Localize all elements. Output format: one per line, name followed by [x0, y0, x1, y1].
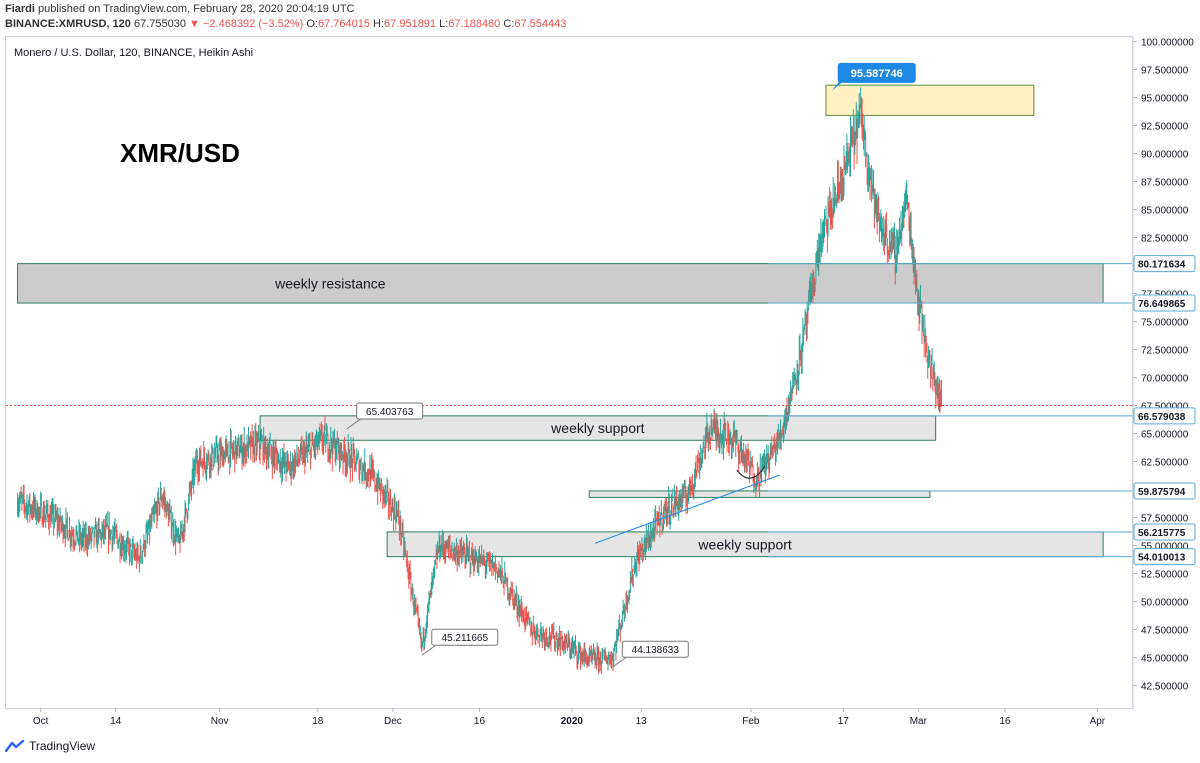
y-tick-label: 85.000000: [1141, 206, 1189, 217]
support-zone-label: weekly support: [550, 420, 644, 436]
price-label-box: [1133, 548, 1196, 566]
y-tick-label: 100.000000: [1141, 37, 1194, 48]
price-label: 56.215775: [1138, 528, 1186, 539]
price-label: 54.010013: [1138, 553, 1186, 564]
price-label: 76.649865: [1138, 299, 1186, 310]
y-tick-label: 62.500000: [1141, 458, 1189, 469]
y-tick-label: 75.000000: [1141, 318, 1189, 329]
tradingview-logo-icon: [5, 740, 25, 752]
callout-pointer: [831, 80, 844, 91]
price-label-box: [1133, 523, 1196, 541]
y-tick-label: 87.500000: [1141, 178, 1189, 189]
callout-text: 95.587746: [851, 68, 903, 80]
low-value: 67.188460: [448, 18, 501, 30]
callout-text: 44.138633: [632, 645, 680, 656]
high-label: H:: [373, 18, 385, 30]
y-tick-label: 45.000000: [1141, 654, 1189, 665]
price-change: ▼ −2.468392 (−3.52%): [189, 18, 304, 30]
y-tick-label: 97.500000: [1141, 65, 1189, 76]
x-tick-label: 13: [636, 716, 648, 727]
y-tick-label: 67.500000: [1141, 402, 1189, 413]
support-zone-label: weekly support: [697, 536, 791, 552]
y-tick-label: 52.500000: [1141, 570, 1189, 581]
callout-box[interactable]: [431, 628, 499, 646]
x-tick-label: Nov: [211, 716, 229, 727]
callout-box[interactable]: [356, 402, 424, 420]
x-tick-label: Dec: [384, 716, 402, 727]
open-value: 67.764015: [317, 18, 370, 30]
close-value: 67.554443: [514, 18, 567, 30]
price-label: 59.875794: [1138, 487, 1186, 498]
callout-text: 45.211665: [441, 633, 488, 644]
y-tick-label: 55.000000: [1141, 542, 1189, 553]
price-label: 66.579038: [1138, 412, 1186, 423]
y-tick-label: 92.500000: [1141, 121, 1189, 132]
callout-pointer: [421, 644, 437, 656]
published-text: published on TradingView.com, February 2…: [38, 3, 355, 15]
last-price: 67.755030: [133, 18, 186, 30]
callout-box[interactable]: [837, 62, 916, 83]
callout-pointer: [346, 418, 361, 430]
symbol-label: BINANCE:XMRUSD, 120: [5, 18, 131, 30]
y-tick-label: 72.500000: [1141, 346, 1189, 357]
x-tick-label: 14: [110, 716, 122, 727]
publish-line: Fiardi published on TradingView.com, Feb…: [5, 3, 355, 15]
resistance-zone[interactable]: [17, 263, 1104, 304]
price-label-box: [1133, 407, 1196, 425]
x-tick-label: 16: [999, 716, 1011, 727]
support-zone[interactable]: [386, 531, 1104, 558]
y-tick-label: 70.000000: [1141, 374, 1189, 385]
bounce-arrow-icon: [736, 465, 766, 479]
low-label: L:: [439, 18, 449, 30]
tradingview-brand[interactable]: TradingView: [29, 739, 96, 753]
trendline[interactable]: [594, 474, 780, 544]
y-tick-label: 90.000000: [1141, 150, 1189, 161]
callout-pointer: [612, 656, 627, 668]
price-label-box: [1133, 294, 1196, 312]
y-tick-label: 47.500000: [1141, 626, 1189, 637]
x-tick-label: 16: [474, 716, 486, 727]
y-tick-label: 57.500000: [1141, 514, 1189, 525]
x-tick-label: Feb: [742, 716, 760, 727]
author-name[interactable]: Fiardi: [5, 3, 35, 15]
tradingview-footer: TradingView: [5, 739, 95, 753]
highlight-zone[interactable]: [825, 84, 1035, 116]
x-tick-label: Oct: [33, 716, 49, 727]
support-zone[interactable]: [259, 415, 937, 441]
price-label-box: [1133, 482, 1196, 500]
x-tick-label: 18: [312, 716, 324, 727]
x-tick-label: Mar: [910, 716, 928, 727]
overlay-title: XMR/USD: [120, 138, 240, 168]
y-tick-label: 82.500000: [1141, 234, 1189, 245]
y-tick-label: 65.000000: [1141, 430, 1189, 441]
open-label: O:: [306, 18, 318, 30]
chart-title: Monero / U.S. Dollar, 120, BINANCE, Heik…: [14, 47, 253, 59]
price-label: 80.171634: [1138, 260, 1186, 271]
close-label: C:: [503, 18, 515, 30]
y-tick-label: 42.500000: [1141, 682, 1189, 693]
price-label-box: [1133, 255, 1196, 273]
high-value: 67.951891: [384, 18, 437, 30]
x-tick-label: 2020: [561, 716, 584, 727]
y-tick-label: 50.000000: [1141, 598, 1189, 609]
ohlc-line: BINANCE:XMRUSD, 120 67.755030 ▼ −2.46839…: [5, 18, 566, 30]
x-tick-label: 17: [838, 716, 850, 727]
callout-text: 65.403763: [366, 407, 414, 418]
x-tick-label: Apr: [1090, 716, 1106, 727]
callout-box[interactable]: [621, 640, 689, 658]
resistance-zone-label: weekly resistance: [274, 275, 386, 291]
y-tick-label: 95.000000: [1141, 93, 1189, 104]
